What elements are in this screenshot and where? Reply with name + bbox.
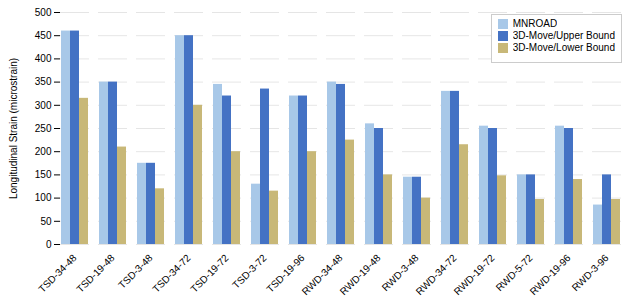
svg-text:450: 450 (35, 30, 52, 41)
svg-text:RWD-34-48: RWD-34-48 (299, 252, 345, 298)
svg-text:RWD-19-48: RWD-19-48 (338, 252, 383, 297)
svg-text:400: 400 (35, 53, 52, 64)
svg-text:RWD-3-96: RWD-3-96 (570, 252, 611, 293)
svg-text:RWD-34-72: RWD-34-72 (413, 252, 459, 298)
html-text:MNROAD: MNROAD (512, 18, 558, 29)
svg-text:300: 300 (35, 100, 52, 111)
svg-text:TSD-19-48: TSD-19-48 (74, 252, 117, 295)
svg-text:50: 50 (40, 216, 52, 227)
html-text:3D-Move/Lower Bound: 3D-Move/Lower Bound (512, 42, 615, 53)
svg-text:TSD-19-72: TSD-19-72 (188, 252, 231, 295)
svg-text:350: 350 (35, 76, 52, 87)
svg-text:TSD-3-48: TSD-3-48 (116, 252, 155, 291)
svg-text:200: 200 (35, 146, 52, 157)
svg-text:RWD-19-96: RWD-19-96 (528, 252, 573, 297)
svg-text:TSD-34-72: TSD-34-72 (150, 252, 193, 295)
svg-text:RWD-19-72: RWD-19-72 (452, 252, 497, 297)
svg-text:500: 500 (35, 7, 52, 18)
html-text:3D-Move/Upper Bound: 3D-Move/Upper Bound (512, 30, 615, 41)
svg-text:RWD-3-48: RWD-3-48 (379, 252, 421, 294)
svg-text:0: 0 (46, 239, 52, 250)
svg-text:Longitudinal Strain (microstra: Longitudinal Strain (microstrain) (8, 58, 19, 199)
svg-text:100: 100 (35, 192, 52, 203)
svg-text:250: 250 (35, 123, 52, 134)
svg-text:TSD-19-96: TSD-19-96 (264, 252, 307, 295)
svg-text:TSD-3-72: TSD-3-72 (230, 252, 269, 291)
svg-text:150: 150 (35, 169, 52, 180)
svg-text:TSD-34-48: TSD-34-48 (36, 252, 79, 295)
svg-text:RWD-5-72: RWD-5-72 (493, 252, 535, 294)
